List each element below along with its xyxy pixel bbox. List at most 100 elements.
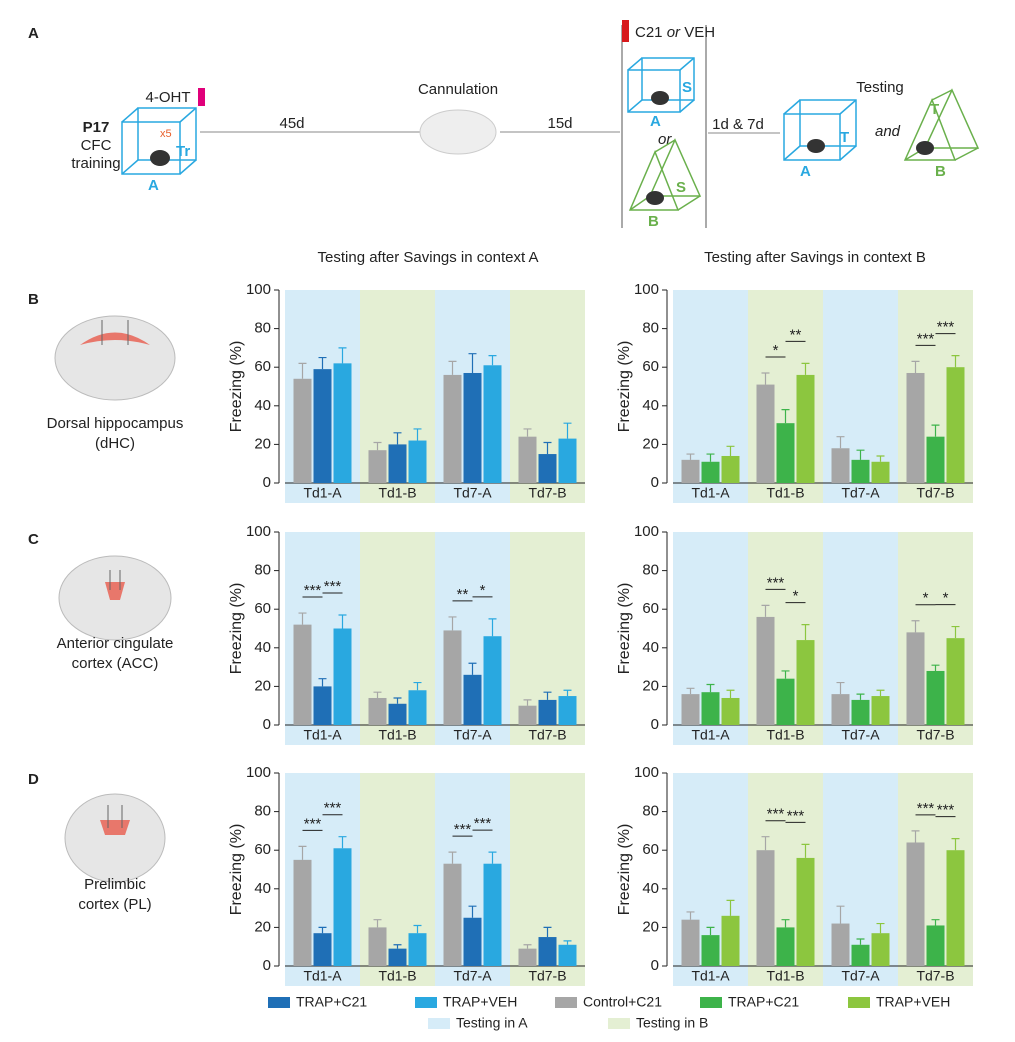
error-bar: [413, 428, 422, 441]
bar: [483, 863, 502, 966]
bar: [681, 919, 700, 966]
significance-label: ***: [454, 821, 472, 838]
region-label: cortex (ACC): [72, 655, 159, 672]
bar: [443, 374, 462, 483]
y-axis-label: Freezing (%): [228, 583, 245, 675]
bar: [756, 384, 775, 483]
label: B: [648, 213, 659, 230]
y-axis-label: Freezing (%): [616, 824, 633, 916]
error-bar: [413, 681, 422, 691]
error-bar: [781, 409, 790, 424]
brain-icon: [64, 793, 166, 883]
bar: [851, 459, 870, 483]
bar: [408, 690, 427, 725]
bar: [518, 436, 537, 483]
legend-label: Testing in B: [636, 1015, 708, 1031]
legend-label: TRAP+C21: [728, 994, 799, 1010]
y-tick-label: 40: [642, 639, 659, 656]
x-tick-label: Td7-A: [841, 968, 880, 984]
bar: [851, 944, 870, 966]
significance-label: ***: [767, 574, 785, 591]
context-prism: [628, 138, 702, 211]
significance-label: ***: [937, 319, 955, 336]
y-tick-label: 80: [642, 803, 659, 820]
x-tick-label: Td7-A: [453, 968, 492, 984]
x-tick-label: Td7-B: [916, 727, 954, 743]
y-tick-label: 20: [254, 677, 271, 694]
error-bar: [856, 938, 865, 945]
y-tick-label: 0: [263, 716, 271, 733]
bar: [443, 863, 462, 966]
bar: [701, 935, 720, 966]
legend-swatch: [848, 997, 870, 1008]
x-tick-label: Td7-B: [528, 727, 566, 743]
bar: [776, 927, 795, 966]
significance-label: ***: [324, 578, 342, 595]
significance-label: ***: [937, 802, 955, 819]
error-bar: [413, 924, 422, 934]
error-bar: [373, 691, 382, 698]
label: S: [682, 79, 692, 96]
significance-label: *: [943, 590, 949, 607]
error-bar: [761, 604, 770, 617]
error-bar: [393, 944, 402, 949]
y-tick-label: 60: [642, 358, 659, 375]
label: Testing: [856, 79, 904, 96]
x-tick-label: Td1-B: [766, 727, 804, 743]
label: VEH: [684, 24, 715, 41]
bar: [946, 367, 965, 483]
bar: [946, 850, 965, 966]
bar: [408, 933, 427, 966]
error-bar: [488, 618, 497, 637]
label: A: [148, 177, 159, 194]
y-tick-label: 100: [246, 764, 271, 781]
legend-swatch: [700, 997, 722, 1008]
y-tick-label: 0: [651, 474, 659, 491]
region-label: Anterior cingulate: [57, 635, 174, 652]
error-bar: [726, 899, 735, 916]
error-bar: [543, 926, 552, 938]
x-tick-label: Td7-B: [916, 485, 954, 501]
label: T: [840, 129, 849, 146]
error-bar: [298, 845, 307, 860]
bar: [368, 450, 387, 483]
bar: [721, 455, 740, 483]
error-bar: [686, 911, 695, 920]
bar: [368, 927, 387, 966]
error-bar: [543, 441, 552, 455]
significance-label: ***: [787, 807, 805, 824]
bar: [368, 697, 387, 725]
column-title: Testing after Savings in context B: [704, 249, 926, 266]
label: P17: [83, 119, 110, 136]
error-bar: [488, 355, 497, 366]
label: 45d: [279, 115, 304, 132]
bar: [293, 378, 312, 483]
y-tick-label: 100: [634, 523, 659, 540]
brain-icon: [54, 315, 176, 401]
label: CFC: [81, 137, 112, 154]
bar: [906, 842, 925, 966]
x-tick-label: Td1-A: [303, 727, 342, 743]
label: and: [875, 123, 901, 140]
x-tick-label: Td7-B: [528, 485, 566, 501]
error-bar: [393, 697, 402, 704]
error-bar: [563, 689, 572, 697]
mouse: [651, 91, 669, 105]
label: A: [800, 163, 811, 180]
label: Cannulation: [418, 81, 498, 98]
bar: [756, 616, 775, 725]
bar: [796, 857, 815, 966]
error-bar: [726, 445, 735, 456]
y-axis-label: Freezing (%): [228, 824, 245, 916]
bar: [721, 697, 740, 725]
x-tick-label: Td1-B: [378, 485, 416, 501]
label: or: [667, 24, 681, 41]
bar: [558, 696, 577, 725]
y-tick-label: 60: [254, 841, 271, 858]
bar: [831, 448, 850, 483]
y-tick-label: 80: [642, 562, 659, 579]
error-bar: [543, 691, 552, 700]
error-bar: [801, 624, 810, 641]
error-bar: [338, 836, 347, 849]
error-bar: [931, 424, 940, 437]
